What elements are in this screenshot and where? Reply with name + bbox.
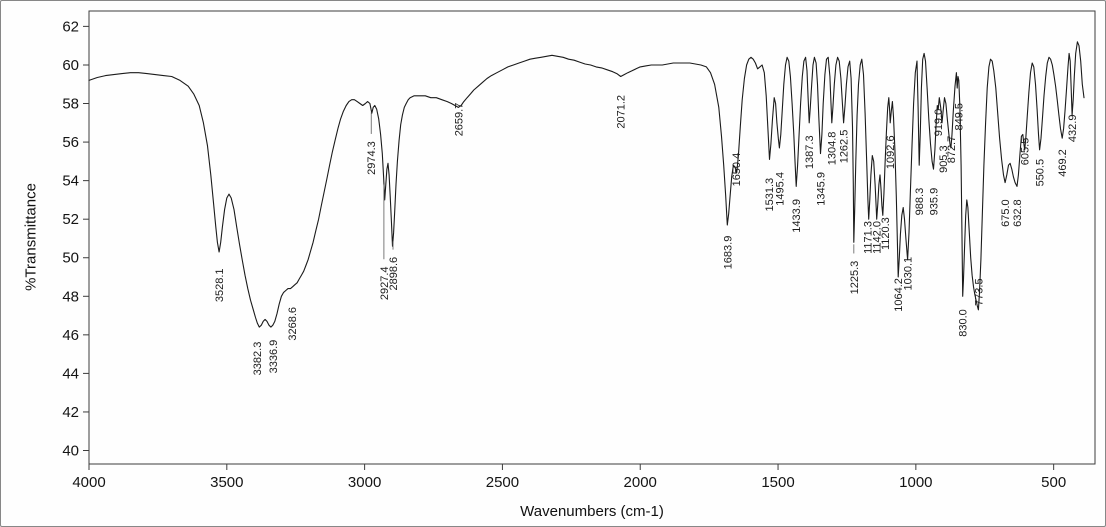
peak-label: 1225.3 [849,261,861,295]
peak-label: 872.7 [946,136,958,164]
peak-label: 773.5 [974,278,986,306]
y-tick-label: 58 [62,96,79,113]
y-tick-label: 62 [62,18,79,35]
y-tick-label: 60 [62,57,79,74]
peak-label: 1683.9 [722,236,734,270]
y-tick-label: 56 [62,134,79,151]
x-tick-label: 2000 [624,474,657,491]
peak-label: 2898.6 [388,257,400,291]
peak-label: 919.0 [933,109,945,137]
peak-label: 2071.2 [616,95,628,129]
x-tick-label: 500 [1041,474,1066,491]
x-axis-title: Wavenumbers (cm-1) [520,503,664,520]
peak-label: 469.2 [1057,149,1069,177]
peak-label: 1092.6 [885,135,897,169]
y-tick-label: 50 [62,250,79,267]
peak-label: 1345.9 [815,172,827,206]
spectrum-trace [88,41,1085,328]
peak-label: 988.3 [914,188,926,216]
peak-label: 1650.4 [731,153,743,187]
peak-label: 1120.3 [880,217,892,250]
peak-label: 1262.5 [839,130,851,164]
peak-label: 1495.4 [774,172,786,206]
y-tick-label: 40 [62,443,79,460]
peak-label: 905.3 [938,145,950,173]
x-tick-label: 1500 [761,474,794,491]
peak-label: 3336.9 [268,340,280,374]
y-tick-label: 52 [62,211,79,228]
x-tick-label: 4000 [72,474,105,491]
x-tick-label: 3500 [210,474,243,491]
peak-label: 1064.2 [893,278,905,312]
peak-label: 1171.3 [863,221,875,254]
peak-label: 3528.1 [214,268,226,302]
peak-label: 2659.7 [453,103,465,137]
y-tick-label: 42 [62,404,79,421]
peak-label: 605.5 [1019,138,1031,166]
y-tick-label: 54 [62,173,79,190]
peak-label: 432.9 [1067,115,1079,143]
y-tick-label: 46 [62,327,79,344]
peak-label: 1433.9 [791,199,803,233]
y-tick-label: 48 [62,288,79,305]
x-tick-label: 3000 [348,474,381,491]
peak-label: 849.5 [953,103,965,131]
peak-label: 675.0 [1000,199,1012,227]
peak-label: 1387.3 [804,135,816,169]
peak-label: 3382.3 [252,342,264,376]
x-tick-label: 2500 [486,474,519,491]
peak-label: 2974.3 [366,141,378,175]
peak-label: 632.8 [1012,199,1024,227]
peak-label: 1030.1 [903,257,915,291]
peak-label: 550.5 [1035,159,1047,187]
peak-label: 2927.4 [379,266,391,300]
peak-label: 1304.8 [827,132,839,166]
peak-label: 830.0 [958,309,970,337]
peak-label: 1531.3 [764,178,776,212]
x-tick-label: 1000 [899,474,932,491]
y-tick-label: 44 [62,365,79,382]
peak-label: 1142.0 [872,221,884,254]
peak-label: 935.9 [928,188,940,216]
plot-frame [88,10,1096,465]
peak-label: 3268.6 [287,307,299,341]
